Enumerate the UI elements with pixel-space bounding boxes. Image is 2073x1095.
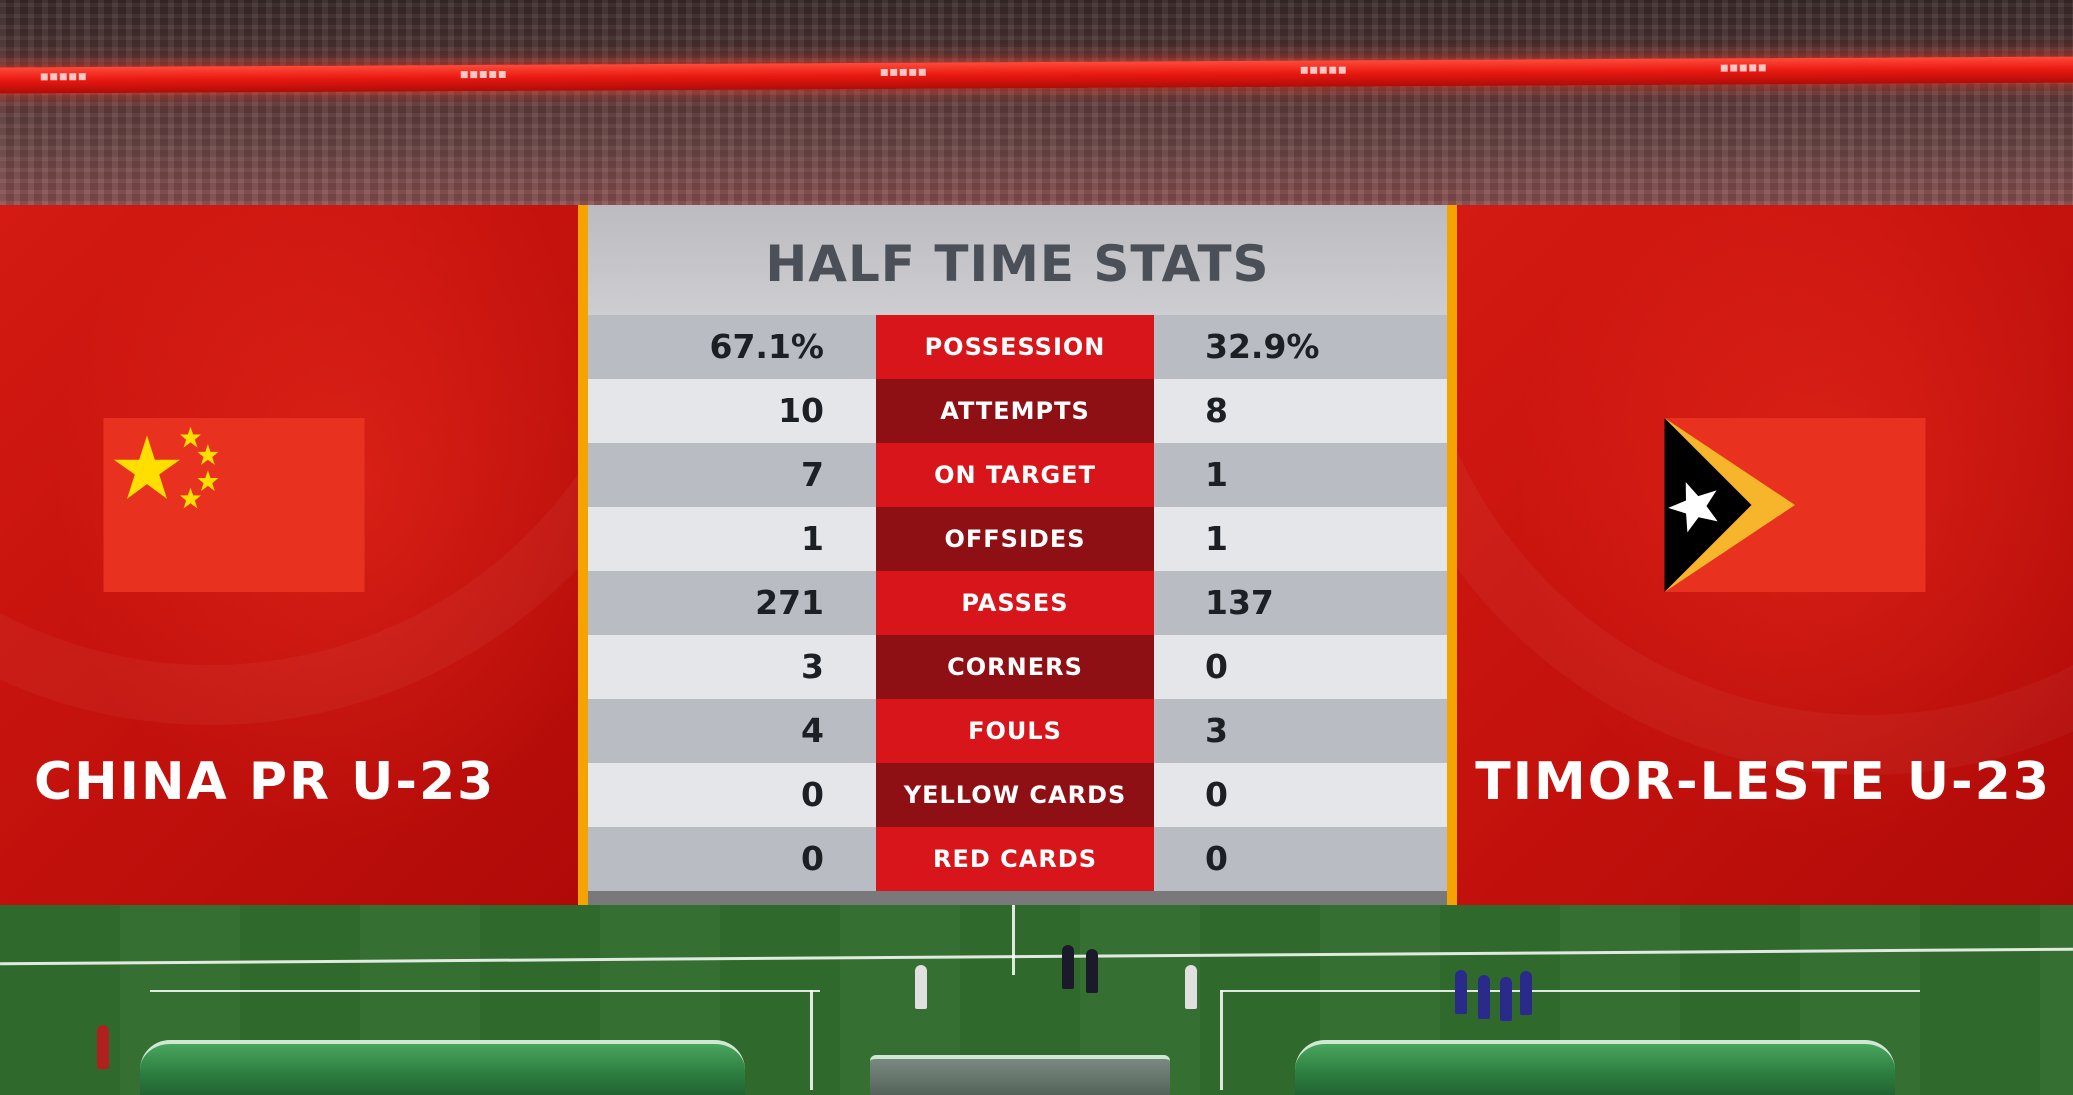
away-stat-value: 1 (1205, 455, 1228, 494)
stat-row-passes: 271 PASSES 137 (588, 571, 1447, 635)
stat-row-on-target: 7 ON TARGET 1 (588, 443, 1447, 507)
home-team-panel: CHINA PR U-23 (0, 205, 578, 905)
home-team-name: CHINA PR U-23 (34, 752, 496, 812)
timor-leste-flag-icon (1664, 418, 1926, 592)
stat-label: ON TARGET (876, 443, 1154, 507)
panel-title: HALF TIME STATS (765, 235, 1270, 293)
away-stat-value: 3 (1205, 711, 1228, 750)
player-figure (1185, 965, 1197, 1009)
home-stat-value: 1 (801, 519, 824, 558)
player-figure (1478, 975, 1490, 1019)
stadium-crowd-backdrop (0, 0, 2073, 205)
player-figure (1520, 971, 1532, 1015)
away-stat-value: 137 (1205, 583, 1274, 622)
team-bench (140, 1040, 745, 1095)
away-stat-value: 0 (1205, 839, 1228, 878)
stat-label: YELLOW CARDS (876, 763, 1154, 827)
official-figure (1062, 945, 1074, 989)
player-figure (1500, 977, 1512, 1021)
stat-label: ATTEMPTS (876, 379, 1154, 443)
player-figure (97, 1025, 109, 1069)
halfway-line (1012, 905, 1015, 975)
home-stat-value: 0 (801, 775, 824, 814)
home-stat-value: 3 (801, 647, 824, 686)
tunnel (870, 1055, 1170, 1095)
away-stat-value: 1 (1205, 519, 1228, 558)
player-figure (915, 965, 927, 1009)
stat-row-attempts: 10 ATTEMPTS 8 (588, 379, 1447, 443)
stat-label: RED CARDS (876, 827, 1154, 891)
pitch-line (0, 947, 2073, 966)
stat-row-possession: 67.1% POSSESSION 32.9% (588, 315, 1447, 379)
stat-label: POSSESSION (876, 315, 1154, 379)
stat-row-yellow-cards: 0 YELLOW CARDS 0 (588, 763, 1447, 827)
home-stat-value: 67.1% (709, 327, 825, 366)
home-stat-value: 0 (801, 839, 824, 878)
stat-label: FOULS (876, 699, 1154, 763)
title-area: HALF TIME STATS (588, 205, 1447, 315)
pitch-line (810, 990, 813, 1090)
away-stat-value: 0 (1205, 775, 1228, 814)
china-flag-icon (103, 418, 365, 592)
away-stat-value: 0 (1205, 647, 1228, 686)
stat-row-offsides: 1 OFFSIDES 1 (588, 507, 1447, 571)
stat-row-fouls: 4 FOULS 3 (588, 699, 1447, 763)
stat-row-red-cards: 0 RED CARDS 0 (588, 827, 1447, 891)
pitch-line (150, 990, 820, 992)
away-team-panel: TIMOR-LESTE U-23 (1457, 205, 2073, 905)
team-bench (1295, 1040, 1895, 1095)
stat-label: CORNERS (876, 635, 1154, 699)
stat-label: PASSES (876, 571, 1154, 635)
stat-row-corners: 3 CORNERS 0 (588, 635, 1447, 699)
pitch-background (0, 905, 2073, 1095)
pitch-line (1220, 990, 1920, 992)
stats-panel: HALF TIME STATS 67.1% POSSESSION 32.9% 1… (578, 205, 1457, 905)
away-team-name: TIMOR-LESTE U-23 (1475, 752, 2051, 812)
away-stat-value: 32.9% (1205, 327, 1320, 366)
home-stat-value: 7 (801, 455, 824, 494)
home-stat-value: 271 (755, 583, 824, 622)
stat-label: OFFSIDES (876, 507, 1154, 571)
away-stat-value: 8 (1205, 391, 1228, 430)
home-stat-value: 10 (778, 391, 824, 430)
home-stat-value: 4 (801, 711, 824, 750)
pitch-line (1220, 990, 1223, 1090)
official-figure (1086, 949, 1098, 993)
player-figure (1455, 970, 1467, 1014)
